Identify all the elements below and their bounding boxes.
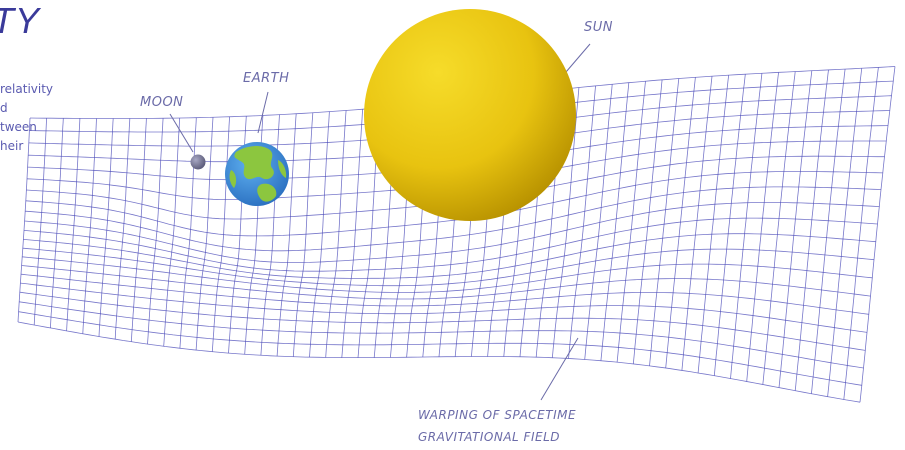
warp-label-line-2: GRAVITATIONAL FIELD bbox=[418, 430, 561, 444]
grid-line-vertical bbox=[163, 117, 181, 347]
grid-line-vertical bbox=[325, 110, 347, 358]
earth-label: EARTH bbox=[243, 71, 290, 86]
grid-line-vertical bbox=[843, 67, 879, 400]
spacetime-grid bbox=[17, 66, 896, 403]
grid-line-vertical bbox=[616, 81, 646, 363]
grid-line-vertical bbox=[17, 117, 31, 323]
sun-pointer-line bbox=[565, 43, 591, 73]
grid-line-vertical bbox=[794, 69, 829, 391]
grid-line-vertical bbox=[82, 118, 97, 334]
grid-line-vertical bbox=[33, 118, 47, 326]
grid-line-vertical bbox=[778, 70, 813, 388]
intro-line: relativity bbox=[0, 82, 54, 96]
grid-line-vertical bbox=[568, 85, 596, 359]
grid-line-vertical bbox=[114, 118, 131, 340]
grid-line-vertical bbox=[762, 71, 796, 385]
grid-line-horizontal bbox=[22, 256, 873, 293]
grid-line-horizontal bbox=[20, 273, 869, 315]
earth-globe bbox=[225, 142, 289, 206]
grid-line-vertical bbox=[665, 77, 696, 369]
grid-line-vertical bbox=[746, 72, 779, 382]
moon-sphere bbox=[190, 154, 206, 170]
grid-line-horizontal bbox=[17, 321, 861, 403]
grid-line-vertical bbox=[584, 84, 613, 360]
grid-line-vertical bbox=[309, 111, 330, 358]
moon-pointer-line bbox=[169, 113, 194, 153]
warp-label-line-1: WARPING OF SPACETIME bbox=[418, 408, 577, 422]
grid-line-vertical bbox=[50, 118, 64, 329]
grid-line-vertical bbox=[713, 74, 746, 376]
grid-line-vertical bbox=[195, 117, 214, 351]
grid-line-vertical bbox=[341, 109, 364, 358]
grid-line-vertical bbox=[147, 118, 164, 345]
grid-line-vertical bbox=[697, 75, 730, 374]
grid-line-vertical bbox=[276, 113, 297, 357]
moon-label: MOON bbox=[140, 95, 184, 110]
grid-line-vertical bbox=[811, 69, 846, 394]
grid-line-vertical bbox=[292, 112, 314, 357]
grid-line-vertical bbox=[827, 68, 863, 397]
earth-pointer-line bbox=[257, 91, 269, 134]
grid-line-vertical bbox=[98, 118, 114, 337]
intro-line: tween bbox=[0, 120, 37, 134]
intro-text: relativity d tween heir bbox=[0, 80, 53, 156]
grid-line-vertical bbox=[681, 76, 713, 371]
warp-label: WARPING OF SPACETIME GRAVITATIONAL FIELD bbox=[418, 404, 576, 448]
intro-line: d bbox=[0, 101, 8, 115]
page-title: TY bbox=[0, 0, 41, 41]
grid-line-vertical bbox=[632, 79, 663, 364]
grid-line-horizontal bbox=[22, 247, 875, 287]
grid-line-horizontal bbox=[20, 282, 868, 333]
grid-line-vertical bbox=[730, 73, 763, 379]
sun-label: SUN bbox=[584, 20, 613, 35]
grid-line-horizontal bbox=[18, 311, 862, 386]
grid-line-horizontal bbox=[23, 233, 876, 279]
intro-line: heir bbox=[0, 139, 24, 153]
warp-pointer-line bbox=[540, 337, 579, 401]
grid-line-vertical bbox=[859, 66, 896, 403]
grid-line-vertical bbox=[600, 82, 630, 361]
grid-line-vertical bbox=[66, 118, 81, 331]
grid-line-vertical bbox=[130, 118, 147, 342]
grid-line-vertical bbox=[551, 87, 580, 358]
sun-sphere bbox=[364, 9, 576, 221]
grid-line-vertical bbox=[649, 78, 680, 366]
